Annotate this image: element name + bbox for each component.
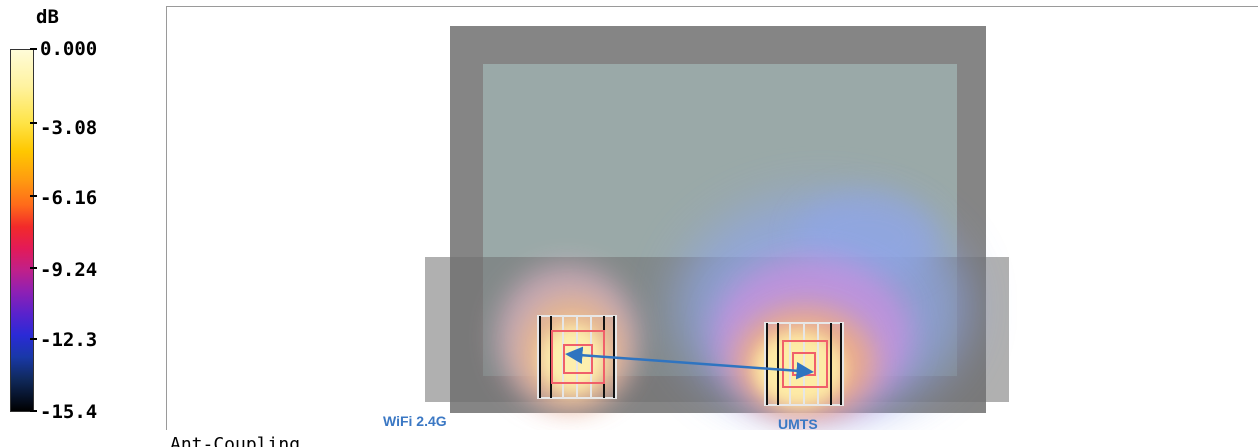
legend-label-3: -9.24: [40, 259, 98, 281]
antenna-label-umts: UMTS: [778, 416, 818, 430]
legend-tick: [30, 122, 37, 124]
legend-label-5: -15.4: [40, 401, 98, 423]
legend-tick: [30, 338, 37, 340]
coupling-field-plot: WiFi 2.4G UMTS: [166, 6, 1258, 430]
legend-tick: [30, 410, 37, 412]
antenna-label-wifi: WiFi 2.4G: [383, 413, 447, 429]
footer-caption: Ant-Coupling Ratio: [170, 434, 301, 447]
legend-unit-label: dB: [36, 6, 59, 28]
coupling-arrow: [565, 346, 814, 380]
legend-label-4: -12.3: [40, 329, 98, 351]
legend-label-2: -6.16: [40, 187, 98, 209]
legend-tick: [30, 48, 37, 50]
legend-label-0: 0.000: [40, 38, 98, 60]
legend-colour-bar: [10, 49, 34, 412]
legend-label-1: -3.08: [40, 117, 98, 139]
colour-scale-legend: dB 0.000 -3.08 -6.16 -9.24 -12.3 -15.4: [0, 0, 160, 447]
legend-tick: [30, 195, 37, 197]
legend-tick: [30, 267, 37, 269]
field-plot-svg: [425, 26, 1009, 417]
